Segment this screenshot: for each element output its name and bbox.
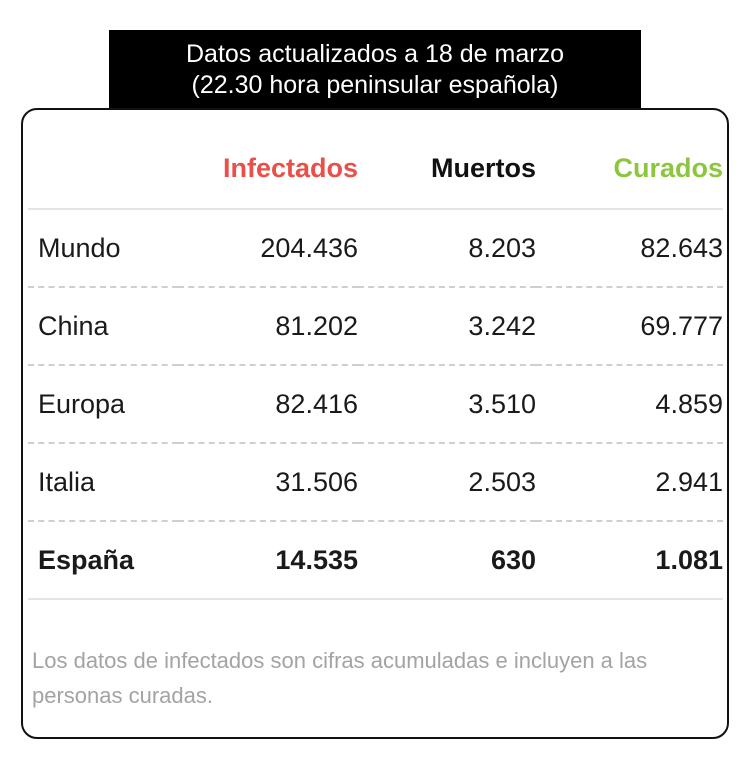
footnote: Los datos de infectados son cifras acumu… [32,648,648,708]
cell-muertos: 2.503 [358,443,536,522]
cell-muertos: 630 [358,521,536,600]
table-row-highlighted: España 14.535 630 1.081 [28,521,723,600]
cell-infectados: 82.416 [178,365,358,444]
cell-curados: 69.777 [536,287,723,366]
cell-muertos: 3.510 [358,365,536,444]
row-label: China [28,287,178,366]
header-empty-cell [28,128,178,210]
row-label: Europa [28,365,178,444]
table-header-row: Infectados Muertos Curados [28,128,723,210]
stats-table: Infectados Muertos Curados Mundo 204.436… [28,128,723,600]
row-label: Mundo [28,209,178,288]
cell-muertos: 3.242 [358,287,536,366]
header-time-line: (22.30 hora peninsular española) [191,71,559,99]
cell-muertos: 8.203 [358,209,536,288]
cell-curados: 1.081 [536,521,723,600]
cell-infectados: 31.506 [178,443,358,522]
table-row: Italia 31.506 2.503 2.941 [28,443,723,522]
column-header-curados: Curados [536,128,723,210]
table-row: Europa 82.416 3.510 4.859 [28,365,723,444]
cell-curados: 2.941 [536,443,723,522]
stats-card: Infectados Muertos Curados Mundo 204.436… [21,108,729,739]
column-header-infectados: Infectados [178,128,358,210]
row-label: España [28,521,178,600]
cell-infectados: 14.535 [178,521,358,600]
header-date-line: Datos actualizados a 18 de marzo [186,40,564,68]
column-header-muertos: Muertos [358,128,536,210]
cell-infectados: 204.436 [178,209,358,288]
header-banner: Datos actualizados a 18 de marzo (22.30 … [109,30,641,110]
cell-curados: 82.643 [536,209,723,288]
cell-curados: 4.859 [536,365,723,444]
table-row: Mundo 204.436 8.203 82.643 [28,209,723,288]
table-row: China 81.202 3.242 69.777 [28,287,723,366]
cell-infectados: 81.202 [178,287,358,366]
row-label: Italia [28,443,178,522]
